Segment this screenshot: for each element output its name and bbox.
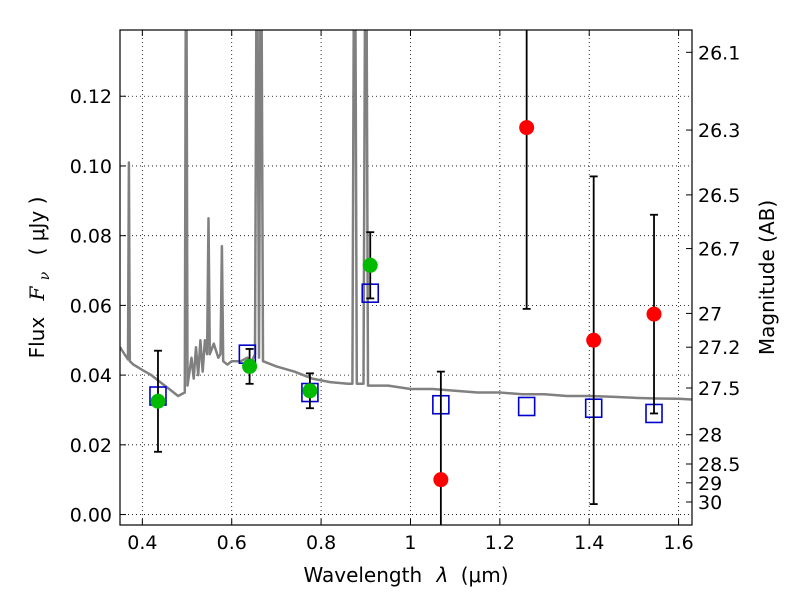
y-tick-label: 0.10 — [70, 156, 112, 178]
non-detection-point — [586, 332, 602, 348]
y2-tick-label: 27.5 — [698, 378, 740, 400]
grid — [120, 30, 692, 525]
y-tick-label: 0.00 — [70, 505, 112, 527]
y2-tick-label: 27.2 — [698, 337, 740, 359]
y-axis-label-prefix: Flux — [25, 317, 49, 359]
non-detection-point — [646, 306, 662, 322]
non-detection-point — [519, 120, 535, 136]
y2-tick-label: 26.7 — [698, 239, 740, 261]
y-tick-label: 0.12 — [70, 86, 112, 108]
y2-tick-label: 28 — [698, 425, 722, 447]
y-tick-label: 0.06 — [70, 295, 112, 317]
plot-area — [120, 30, 692, 525]
ticks: 0.4 0.6 0.8 1 1.2 1.4 1.6 0.00 0.02 0.04 0.06 0.08 0… — [70, 30, 740, 554]
x-axis-label-symbol: λ — [436, 563, 449, 587]
y-tick-label: 0.08 — [70, 226, 112, 248]
detection-point — [302, 383, 318, 399]
y-axis-label-subscript: ν — [37, 271, 53, 280]
x-tick-label: 1.6 — [663, 532, 693, 554]
x-axis-label-unit: (μm) — [461, 563, 509, 587]
y2-tick-label: 29 — [698, 473, 722, 495]
x-tick-label: 1.4 — [574, 532, 604, 554]
x-tick-label: 0.6 — [217, 532, 247, 554]
y2-tick-label: 26.5 — [698, 185, 740, 207]
y2-axis-label: Magnitude (AB) — [755, 200, 779, 355]
x-axis-label-prefix: Wavelength — [303, 563, 422, 587]
x-tick-label: 0.8 — [306, 532, 336, 554]
model-photometry-square — [517, 396, 536, 417]
y-axis-label-unit: ( μJy ) — [25, 197, 49, 256]
detection-point — [242, 358, 258, 374]
x-tick-label: 0.4 — [127, 532, 157, 554]
y-tick-label: 0.02 — [70, 435, 112, 457]
y2-tick-label: 26.1 — [698, 42, 740, 64]
axes-frame — [119, 29, 693, 526]
y2-tick-label: 28.5 — [698, 454, 740, 476]
detection-point — [150, 393, 166, 409]
model-sed-line — [120, 30, 692, 401]
x-tick-label: 1.2 — [485, 532, 515, 554]
y-tick-label: 0.04 — [70, 365, 112, 387]
non-detection-point — [433, 472, 449, 488]
y2-tick-label: 30 — [698, 492, 722, 514]
clipped-data — [120, 30, 692, 525]
x-tick-label: 1 — [404, 532, 416, 554]
y-axis-label: Flux F ν ( μJy ) — [25, 197, 54, 359]
y2-tick-label: 27 — [698, 303, 722, 325]
x-axis-label: Wavelength λ (μm) — [303, 563, 508, 587]
y-axis-label-symbol: F — [25, 285, 49, 301]
detection-point — [362, 257, 378, 273]
y2-tick-label: 26.3 — [698, 120, 740, 142]
